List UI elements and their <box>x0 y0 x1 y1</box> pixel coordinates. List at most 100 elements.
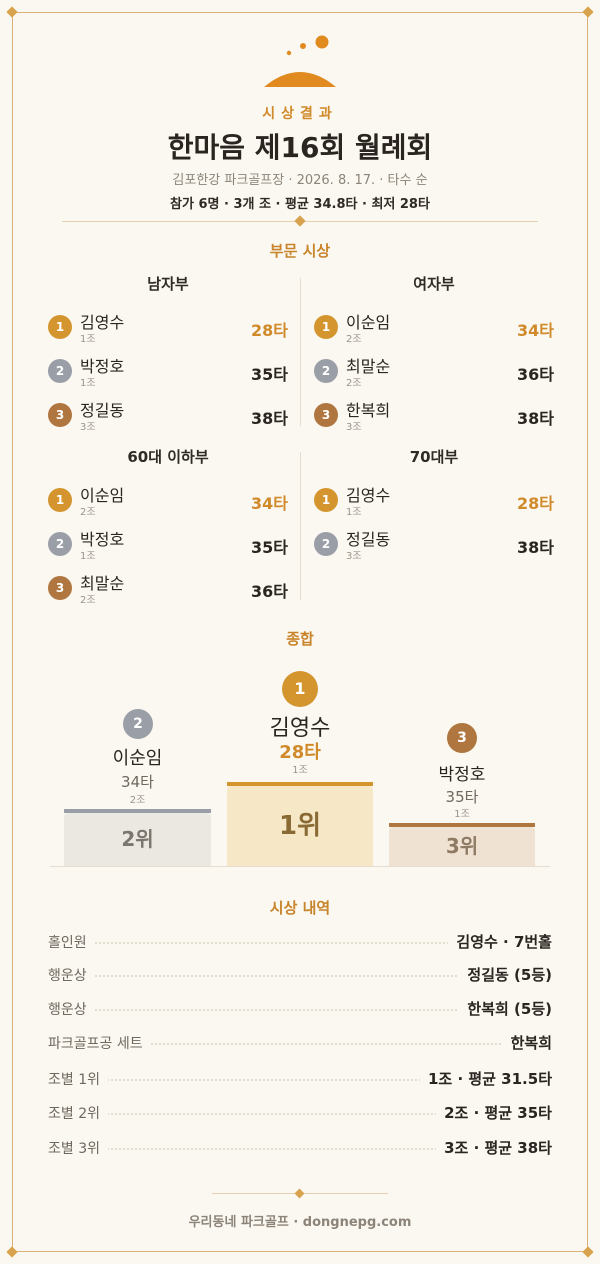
player-group: 1조 <box>80 378 96 389</box>
award-value: 한복희 (5등) <box>459 998 552 1019</box>
division-title: 여자부 <box>413 275 455 293</box>
podium-baseline <box>50 866 550 867</box>
page-title: 한마음 제16회 월례회 <box>167 131 433 164</box>
player-name: 이순임 <box>80 486 125 505</box>
player-name: 박정호 <box>80 357 125 376</box>
player-group: 3조 <box>346 551 362 562</box>
gold-medal-icon: 1 <box>314 315 338 339</box>
leader-dots <box>48 1113 552 1115</box>
podium-third-block: 3위 <box>389 827 535 866</box>
gold-medal-icon: 1 <box>48 315 72 339</box>
podium-first-bar <box>227 782 373 786</box>
player-group: 1조 <box>80 334 96 345</box>
division-title: 60대 이하부 <box>127 448 209 466</box>
player-name: 한복희 <box>346 401 391 420</box>
player-group: 1조 <box>346 507 362 518</box>
award-label: 조별 1위 <box>48 1069 108 1089</box>
silver-medal-icon: 2 <box>48 359 72 383</box>
podium-second-block: 2위 <box>64 813 211 866</box>
division-title: 남자부 <box>147 275 189 293</box>
ranking-row: 3 정길동 3조 38타 <box>48 396 288 436</box>
player-group: 3조 <box>346 422 362 433</box>
bronze-medal-icon: 3 <box>447 723 477 753</box>
event-meta: 김포한강 파크골프장 · 2026. 8. 17. · 타수 순 <box>172 173 428 188</box>
silver-medal-icon: 2 <box>314 359 338 383</box>
award-value: 1조 · 평균 31.5타 <box>419 1068 552 1089</box>
ranking-row: 1 김영수 1조 28타 <box>314 481 554 521</box>
podium-third-score: 35타 <box>445 788 479 806</box>
player-name: 정길동 <box>346 530 391 549</box>
ranking-row: 2 박정호 1조 35타 <box>48 525 288 565</box>
award-label: 홀인원 <box>48 932 95 952</box>
bronze-medal-icon: 3 <box>48 403 72 427</box>
overall-title: 종합 <box>286 630 314 648</box>
player-group: 2조 <box>346 378 362 389</box>
eyebrow-label: 시상결과 <box>262 106 338 122</box>
podium-first-block: 1위 <box>227 786 373 866</box>
silver-medal-icon: 2 <box>123 709 153 739</box>
award-value: 김영수 · 7번홀 <box>448 931 552 952</box>
player-score: 36타 <box>251 582 288 601</box>
gold-medal-icon: 1 <box>314 488 338 512</box>
podium-second-name: 이순임 <box>112 748 163 769</box>
player-score: 38타 <box>251 409 288 428</box>
podium-third-bar <box>389 823 535 827</box>
player-group: 2조 <box>80 507 96 518</box>
leader-dots <box>48 1043 552 1045</box>
player-group: 2조 <box>80 595 96 606</box>
column-divider <box>300 278 301 426</box>
player-group: 1조 <box>80 551 96 562</box>
award-value: 정길동 (5등) <box>459 964 552 985</box>
award-row: 행운상 한복희 (5등) <box>48 997 552 1019</box>
award-value: 3조 · 평균 38타 <box>436 1137 552 1158</box>
award-label: 조별 3위 <box>48 1138 108 1158</box>
page-frame <box>12 12 588 1252</box>
player-score: 28타 <box>251 321 288 340</box>
ranking-row: 1 김영수 1조 28타 <box>48 308 288 348</box>
award-row: 조별 1위 1조 · 평균 31.5타 <box>48 1067 552 1089</box>
divisions-title: 부문 시상 <box>269 242 331 260</box>
player-score: 38타 <box>517 409 554 428</box>
player-name: 정길동 <box>80 401 125 420</box>
silver-medal-icon: 2 <box>48 532 72 556</box>
bronze-medal-icon: 3 <box>314 403 338 427</box>
sunrise-logo-icon <box>264 35 336 87</box>
award-label: 조별 2위 <box>48 1103 108 1123</box>
ranking-row: 2 최말순 2조 36타 <box>314 352 554 392</box>
player-score: 28타 <box>517 494 554 513</box>
player-group: 3조 <box>80 422 96 433</box>
player-name: 김영수 <box>346 486 391 505</box>
silver-medal-icon: 2 <box>314 532 338 556</box>
player-score: 35타 <box>251 538 288 557</box>
ranking-row: 2 박정호 1조 35타 <box>48 352 288 392</box>
player-score: 36타 <box>517 365 554 384</box>
award-value: 한복희 <box>502 1032 552 1053</box>
gold-medal-icon: 1 <box>282 671 318 707</box>
podium-first-name: 김영수 <box>269 716 331 741</box>
award-label: 행운상 <box>48 999 95 1019</box>
player-score: 38타 <box>517 538 554 557</box>
podium-second-group: 2조 <box>129 795 146 806</box>
award-row: 조별 3위 3조 · 평균 38타 <box>48 1136 552 1158</box>
award-row: 행운상 정길동 (5등) <box>48 963 552 985</box>
player-name: 최말순 <box>80 574 125 593</box>
bronze-medal-icon: 3 <box>48 576 72 600</box>
ranking-row: 2 정길동 3조 38타 <box>314 525 554 565</box>
podium-second-bar <box>64 809 211 813</box>
award-label: 행운상 <box>48 965 95 985</box>
footer-text: 우리동네 파크골프 · dongnepg.com <box>188 1215 412 1230</box>
player-name: 이순임 <box>346 313 391 332</box>
award-value: 2조 · 평균 35타 <box>436 1102 552 1123</box>
leader-dots <box>48 942 552 944</box>
ranking-row: 1 이순임 2조 34타 <box>314 308 554 348</box>
podium-third-name: 박정호 <box>438 765 486 785</box>
ranking-row: 3 최말순 2조 36타 <box>48 569 288 609</box>
podium-third-group: 1조 <box>454 809 470 820</box>
column-divider <box>300 452 301 600</box>
award-row: 파크골프공 세트 한복희 <box>48 1031 552 1053</box>
player-group: 2조 <box>346 334 362 345</box>
division-title: 70대부 <box>409 448 459 466</box>
player-name: 최말순 <box>346 357 391 376</box>
award-row: 조별 2위 2조 · 평균 35타 <box>48 1101 552 1123</box>
podium-first-group: 1조 <box>292 765 308 776</box>
